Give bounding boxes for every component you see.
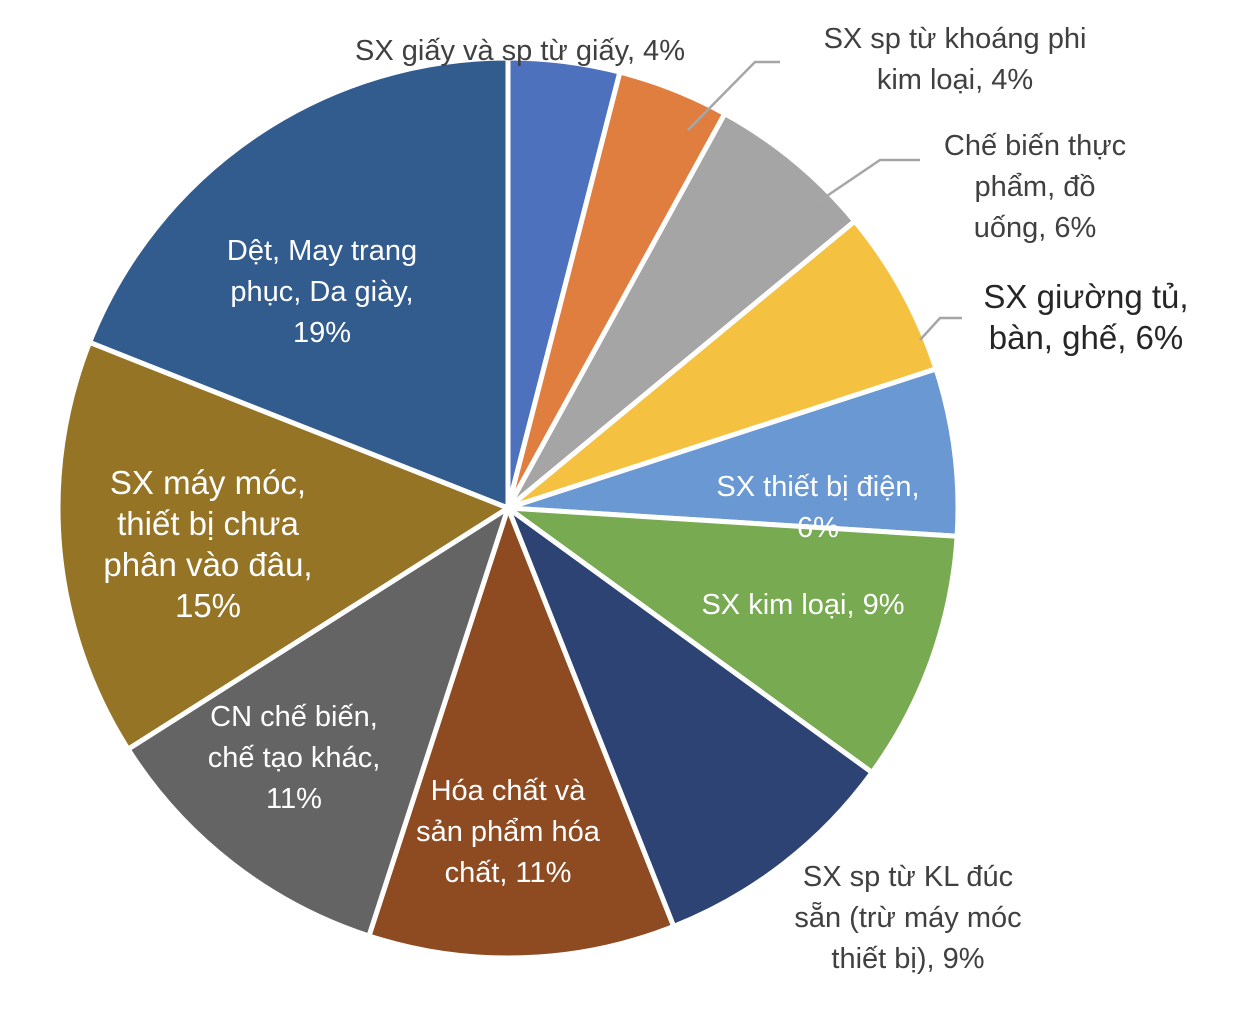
slice-label-line: uống, 6% bbox=[974, 212, 1097, 244]
leader-line bbox=[811, 158, 920, 208]
slice-label-line: phân vào đâu, bbox=[103, 546, 312, 583]
slice-label-line: 11% bbox=[266, 783, 322, 815]
slice-label-line: 15% bbox=[175, 587, 241, 624]
slice-label: SX máy móc, thiết bị chưa phân vào đâu, 15% bbox=[103, 464, 312, 624]
pie-slice bbox=[125, 505, 511, 939]
slice-label-line: 19% bbox=[293, 317, 351, 349]
slice-label-line: Chế biến thực bbox=[944, 130, 1126, 162]
slice-label-line: CN chế biến, bbox=[210, 701, 378, 733]
slice-label-line: SX sp từ KL đúc bbox=[803, 861, 1013, 893]
pie-slice bbox=[87, 55, 511, 511]
slice-label-line: phẩm, đồ bbox=[975, 171, 1096, 203]
slice-label: SX giấy và sp từ giấy, 4% bbox=[355, 35, 685, 67]
slice-label: SX kim loại, 9% bbox=[701, 589, 904, 621]
leader-line bbox=[919, 316, 962, 341]
slice-label-line: Hóa chất và bbox=[431, 775, 587, 807]
slice-label: SX sp từ khoáng phi kim loại, 4% bbox=[824, 23, 1087, 96]
leader-line bbox=[687, 60, 780, 131]
slice-label-line: sản phẩm hóa bbox=[416, 816, 601, 848]
slice-label-line: kim loại, 4% bbox=[877, 64, 1033, 96]
slice-label: SX thiết bị điện, 6% bbox=[716, 471, 919, 544]
slice-label-line: SX kim loại, 9% bbox=[701, 589, 904, 621]
slice-label: Hóa chất và sản phẩm hóa chất, 11% bbox=[416, 775, 601, 889]
pie-slice bbox=[505, 111, 858, 511]
slice-label-line: SX giường tủ, bbox=[983, 278, 1188, 315]
slice-label-line: chế tạo khác, bbox=[208, 742, 381, 774]
slice-label-line: bàn, ghế, 6% bbox=[989, 319, 1184, 356]
slice-label-line: thiết bị), 9% bbox=[831, 943, 984, 975]
slice-label-line: SX thiết bị điện, bbox=[716, 471, 919, 503]
slice-label-line: SX sp từ khoáng phi bbox=[824, 23, 1087, 55]
slice-label-line: SX máy móc, bbox=[110, 464, 306, 501]
slice-label: SX giường tủ, bàn, ghế, 6% bbox=[983, 278, 1188, 356]
slice-label-line: SX giấy và sp từ giấy, 4% bbox=[355, 35, 685, 67]
slice-label: Chế biến thực phẩm, đồ uống, 6% bbox=[944, 130, 1126, 244]
pie-slice bbox=[505, 505, 875, 929]
pie-slice bbox=[505, 366, 961, 539]
slice-label: CN chế biến, chế tạo khác, 11% bbox=[208, 701, 381, 815]
pie-slice bbox=[55, 339, 511, 752]
slice-label: Dệt, May trang phục, Da giày, 19% bbox=[227, 235, 417, 349]
slice-label: SX sp từ KL đúc sẵn (trừ máy móc thiết bị)… bbox=[794, 861, 1021, 975]
slice-label-line: thiết bị chưa bbox=[117, 505, 299, 542]
slice-label-line: sẵn (trừ máy móc bbox=[794, 901, 1021, 934]
pie-slice bbox=[505, 218, 939, 511]
slice-label-line: 6% bbox=[797, 512, 839, 544]
pie-slice bbox=[366, 505, 677, 961]
pie-slice bbox=[505, 505, 960, 775]
slice-label-line: phục, Da giày, bbox=[230, 276, 413, 308]
slice-label-line: Dệt, May trang bbox=[227, 235, 417, 267]
slice-label-line: chất, 11% bbox=[445, 857, 572, 889]
